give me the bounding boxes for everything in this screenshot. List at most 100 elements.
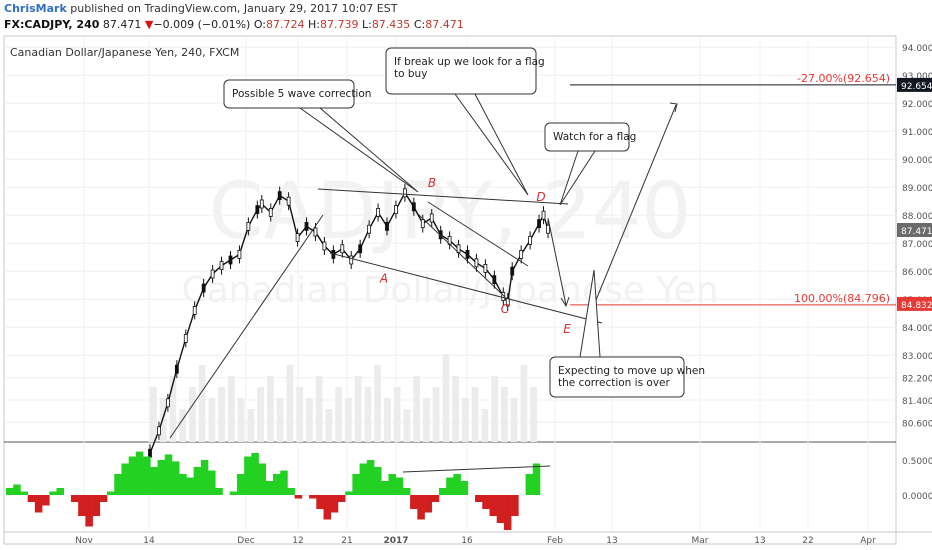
callout-tail <box>579 269 601 358</box>
triangle-upper-line <box>317 188 569 205</box>
oscillator-bar <box>70 495 79 502</box>
price-candle-body <box>259 199 264 209</box>
volume-bars <box>150 354 537 442</box>
price-candle-body <box>492 275 497 285</box>
price-candle-body <box>385 221 389 231</box>
price-candle-body <box>277 191 282 201</box>
price-candle-body <box>465 249 470 259</box>
price-tag <box>897 296 932 311</box>
channel-line <box>417 213 506 298</box>
volume-bar <box>325 409 333 442</box>
oscillator-bar <box>410 495 418 509</box>
oscillator-bar <box>287 488 295 495</box>
oscillator-bar <box>395 477 404 495</box>
oscillator-bar <box>438 488 447 495</box>
callout-box <box>223 79 355 109</box>
close-label: C: <box>413 18 426 31</box>
x-tick-label: 16 <box>461 536 473 546</box>
price-candle-body <box>286 196 291 206</box>
oscillator-bar <box>330 495 339 513</box>
price-candle-body <box>313 227 318 237</box>
oscillator-bar <box>179 474 187 495</box>
oscillator-bar <box>171 461 180 495</box>
price-axis[interactable]: 94.000 93.000 92.000 91.000 90.000 89.000 88.0… <box>897 44 932 429</box>
y-tick-label: 81.400 <box>902 397 932 407</box>
grid-lines <box>4 36 896 532</box>
symbol-watermark: CADJPY, 240 Canadian Dollar/Japanese Yen <box>181 167 718 311</box>
symbol-label: FX:CADJPY, 240 <box>4 18 100 31</box>
oscillator-bar <box>208 470 216 495</box>
volume-bar <box>257 387 264 442</box>
oscillator-bar <box>20 491 28 495</box>
volume-bar <box>462 398 469 442</box>
price-candle-body <box>510 266 515 276</box>
price-candle-body <box>237 249 242 259</box>
oscillator-bar <box>273 474 281 495</box>
oscillator-bar <box>42 495 50 506</box>
volume-bar <box>491 376 498 442</box>
oscillator-bar <box>128 456 137 495</box>
publish-date: published on TradingView.com, January 29… <box>70 2 398 15</box>
oscillator-bar <box>402 488 411 495</box>
triangle-lower-line <box>329 252 603 324</box>
wave-label: D <box>536 190 545 204</box>
price-candle-body <box>174 364 179 374</box>
oscillator-bar <box>258 463 267 495</box>
y-tick-label: 83.000 <box>902 352 932 362</box>
price-candle-body <box>255 205 260 215</box>
oscillator-bar <box>532 463 541 495</box>
price-tag-label: 92.654 <box>901 82 932 92</box>
volume-bar <box>471 387 479 442</box>
callout-text: the correction is over <box>558 377 670 389</box>
fib-label: 100.00%(84.796) <box>794 292 890 305</box>
oscillator-bar <box>164 454 173 495</box>
volume-bar <box>510 398 518 442</box>
callout-tail <box>454 93 529 196</box>
time-axis[interactable]: Nov 14 Dec 12 21 2017 16 Feb 13 Mar 13 22 Apr <box>75 536 876 546</box>
y-tick-label: 82.200 <box>902 375 932 385</box>
price-tag-label: 87.471 <box>901 227 932 237</box>
author-link[interactable]: ChrisMark <box>4 2 67 15</box>
oscillator-bar <box>150 467 158 495</box>
price-candle-body <box>420 219 425 229</box>
price-candle-body <box>367 224 372 234</box>
x-tick-label: 2017 <box>383 536 408 546</box>
volume-bar <box>276 398 284 442</box>
volume-bar <box>159 398 167 442</box>
high-value: 87.739 <box>319 18 359 31</box>
price-candle-body <box>183 333 188 343</box>
y-tick-label: 87.000 <box>902 240 932 250</box>
callout-tail <box>559 150 596 206</box>
price-candle-body <box>349 255 354 265</box>
volume-bar <box>530 387 537 442</box>
volume-bar <box>364 387 372 442</box>
oscillator-bar <box>316 495 324 509</box>
callout-notes: Possible 5 wave correction If break up we… <box>223 47 705 398</box>
volume-bar <box>189 387 196 442</box>
oscillator-bar <box>157 460 166 495</box>
oscillator-bar <box>482 495 490 509</box>
price-candle-body <box>394 205 398 215</box>
price-candle-body <box>505 297 510 307</box>
oscillator-bar <box>6 488 14 495</box>
price-candle-body <box>228 255 233 265</box>
volume-bar <box>452 376 459 442</box>
price-candle-body <box>201 283 206 293</box>
volume-bar <box>169 376 177 442</box>
y-tick-label: 90.000 <box>902 156 932 166</box>
x-tick-label: 14 <box>143 536 155 546</box>
x-tick-label: Nov <box>75 536 93 546</box>
oscillator-bar <box>135 451 144 495</box>
price-candle-body <box>246 221 251 231</box>
volume-bar <box>413 376 420 442</box>
oscillator-bar <box>143 456 151 495</box>
oscillator-bar <box>294 495 303 499</box>
open-label: O: <box>253 18 266 31</box>
callout-box <box>385 47 537 95</box>
x-tick-label: Apr <box>860 536 876 546</box>
volume-bar <box>442 354 450 442</box>
divergence-line <box>402 465 551 473</box>
price-candle-body <box>304 221 309 231</box>
oscillator-bar <box>85 495 93 527</box>
